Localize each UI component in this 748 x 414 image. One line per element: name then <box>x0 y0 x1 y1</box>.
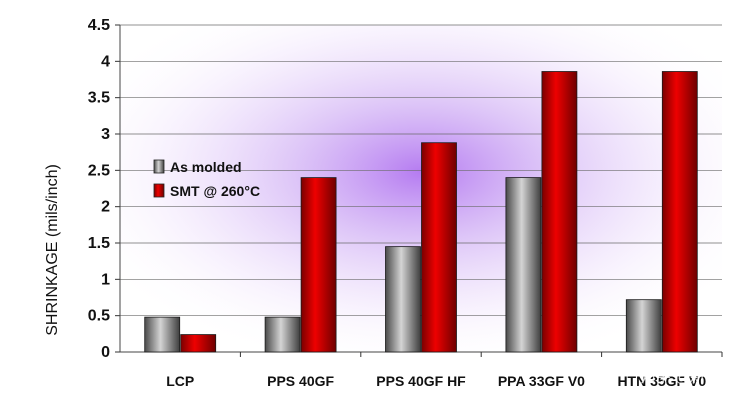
y-tick-label: 3 <box>101 126 110 143</box>
bar-smt-4 <box>661 71 698 353</box>
y-tick-label: 2 <box>101 199 110 216</box>
x-category-label: PPS 40GF HF <box>376 373 466 389</box>
bar-as-molded-2 <box>385 246 421 353</box>
y-tick-label: 1.5 <box>88 235 110 252</box>
x-category-label: PPS 40GF <box>267 373 334 389</box>
y-tick-label: 0.5 <box>88 308 110 325</box>
bar-as-molded-0 <box>144 316 181 353</box>
y-tick-label: 4 <box>101 53 110 70</box>
y-tick-label: 4.5 <box>88 17 110 34</box>
bar-as-molded-3 <box>505 177 542 353</box>
y-tick-label: 3.5 <box>88 90 110 107</box>
y-tick-label: 2.5 <box>88 162 110 179</box>
bar-as-molded-4 <box>625 299 662 353</box>
y-tick-label: 0 <box>101 344 110 361</box>
gridlines <box>120 24 722 317</box>
legend-swatch-smt <box>153 183 165 198</box>
legend: As molded SMT @ 260°C <box>153 159 260 199</box>
legend-swatch-as-molded <box>153 159 165 174</box>
bar-smt-0 <box>180 334 217 353</box>
legend-label-smt: SMT @ 260°C <box>170 183 260 199</box>
labels: 0 0.5 1 1.5 2 2.5 3 3.5 4 4.5 LCP PPS 40GF PPS 40GF … <box>88 17 707 389</box>
y-axis-title: SHRINKAGE (mils/inch) <box>44 164 61 336</box>
bar-smt-2 <box>421 142 457 353</box>
y-tick-label: 1 <box>101 271 110 288</box>
legend-label-as-molded: As molded <box>170 159 242 175</box>
x-category-label: LCP <box>166 373 194 389</box>
bar-smt-1 <box>300 177 337 353</box>
x-category-label: PPA 33GF V0 <box>498 373 585 389</box>
bar-as-molded-1 <box>264 316 301 353</box>
watermark: 知乎 @新秋益 <box>641 369 735 386</box>
x-category-label: HTN 35GF V0 <box>617 373 706 389</box>
axes <box>115 24 723 357</box>
bar-smt-3 <box>541 71 578 353</box>
plot-background <box>120 25 722 352</box>
bars <box>144 71 698 353</box>
